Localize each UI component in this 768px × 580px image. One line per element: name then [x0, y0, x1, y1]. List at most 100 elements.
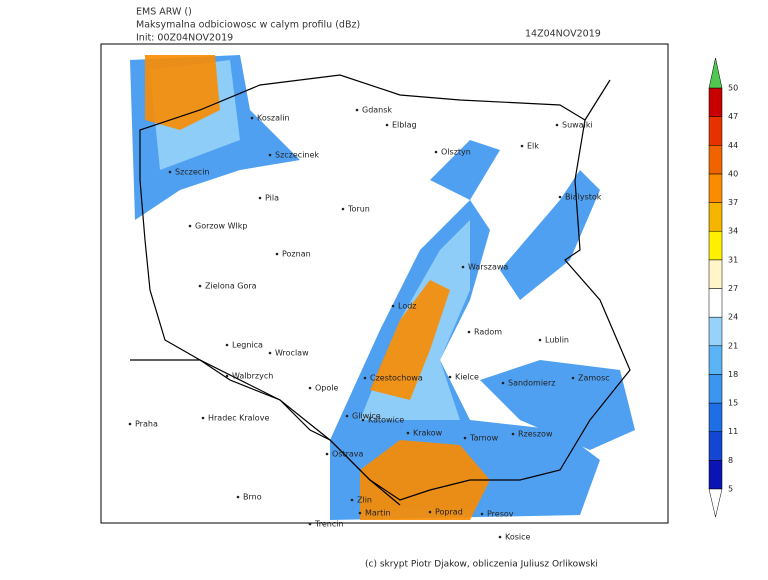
city-dot: [385, 123, 389, 127]
city-dot: [406, 431, 410, 435]
scale-segment: [708, 345, 723, 375]
city-label: Elblag: [392, 121, 417, 130]
city-label: Legnica: [232, 341, 263, 350]
city-label: Brno: [243, 493, 262, 502]
scale-label: 21: [728, 341, 738, 350]
city-dot: [236, 495, 240, 499]
city-dot: [188, 224, 192, 228]
city-label: Torun: [347, 205, 370, 214]
city-label: Elk: [527, 142, 539, 151]
city-dot: [501, 381, 505, 385]
city-dot: [201, 416, 205, 420]
city-label: Rzeszow: [518, 430, 553, 439]
city-label: Poprad: [435, 508, 463, 517]
city-dot: [258, 196, 262, 200]
scale-segment: [708, 431, 723, 461]
scale-label: 50: [728, 84, 738, 93]
city-label: Kielce: [455, 373, 479, 382]
city-dot: [345, 414, 349, 418]
map: [100, 43, 669, 524]
city-label: Szczecin: [175, 168, 210, 177]
city-dot: [520, 144, 524, 148]
city-dot: [428, 510, 432, 514]
scale-segment: [708, 259, 723, 289]
city-dot: [308, 386, 312, 390]
city-label: Czestochowa: [370, 374, 423, 383]
scale-segment: [708, 230, 723, 261]
scale-label: 44: [728, 141, 738, 150]
city-label: Walbrzych: [232, 372, 273, 381]
city-dot: [250, 116, 254, 120]
city-dot: [538, 338, 542, 342]
city-label: Kosice: [505, 533, 531, 542]
scale-label: 8: [728, 456, 733, 465]
city-dot: [391, 304, 395, 308]
scale-label: 18: [728, 370, 738, 379]
scale-label: 34: [728, 227, 738, 236]
city-label: Lublin: [545, 336, 569, 345]
city-dot: [225, 343, 229, 347]
city-dot: [555, 123, 559, 127]
city-dot: [461, 265, 465, 269]
scale-label: 47: [728, 112, 738, 121]
city-label: Trencin: [314, 520, 344, 529]
city-dot: [128, 422, 132, 426]
borders: [130, 74, 631, 506]
scale-segment: [708, 316, 723, 347]
city-label: Opole: [315, 384, 338, 393]
city-label: Presov: [487, 510, 514, 519]
city-label: Olsztyn: [441, 148, 471, 157]
scale-label: 24: [728, 313, 738, 322]
scale-label: 11: [728, 427, 738, 436]
city-label: Ostrava: [332, 450, 364, 459]
city-label: Zielona Gora: [205, 282, 257, 291]
valid-time: 14Z04NOV2019: [525, 29, 601, 40]
city-dot: [355, 108, 359, 112]
city-dot: [198, 284, 202, 288]
city-label: Hradec Kralove: [208, 414, 269, 423]
scale-segment: [708, 402, 723, 432]
city-label: Szczecinek: [275, 151, 319, 160]
city-dot: [511, 432, 515, 436]
city-dot: [467, 330, 471, 334]
city-dot: [463, 436, 467, 440]
city-dot: [225, 374, 229, 378]
city-dot: [268, 153, 272, 157]
city-label: Poznan: [282, 250, 311, 259]
scale-segment: [708, 87, 723, 117]
city-dot: [341, 207, 345, 211]
scale-segment: [708, 173, 723, 203]
credits: (c) skrypt Piotr Djakow, obliczenia Juli…: [365, 560, 598, 570]
city-label: Warszawa: [468, 263, 508, 272]
city-label: Sandomierz: [508, 379, 555, 388]
scale-segment: [708, 288, 723, 318]
city-label: Koszalin: [257, 114, 290, 123]
city-label: Gliwice: [352, 412, 381, 421]
scale-segment: [708, 116, 723, 146]
scale-label: 27: [728, 284, 738, 293]
city-label: Suwalki: [562, 121, 593, 130]
city-label: Krakow: [413, 429, 443, 438]
city-label: Bialystok: [565, 193, 602, 202]
city-dot: [480, 512, 484, 516]
city-label: Gorzow Wlkp: [195, 222, 247, 231]
city-dot: [325, 452, 329, 456]
city-dot: [268, 351, 272, 355]
city-label: Pila: [265, 194, 279, 203]
city-label: Wroclaw: [275, 349, 309, 358]
scale-label: 15: [728, 399, 738, 408]
city-dot: [571, 376, 575, 380]
city-label: Zamosc: [578, 374, 610, 383]
city-dot: [308, 522, 312, 526]
scale-segment: [708, 145, 723, 175]
scale-segment: [708, 202, 723, 232]
city-dot: [361, 418, 365, 422]
city-label: Lodz: [398, 302, 417, 311]
city-dot: [358, 511, 362, 515]
scale-label: 5: [728, 485, 733, 494]
city-label: Tarnow: [469, 434, 499, 443]
city-dot: [350, 498, 354, 502]
init-time: Init: 00Z04NOV2019: [136, 33, 233, 44]
city-label: Radom: [474, 328, 502, 337]
